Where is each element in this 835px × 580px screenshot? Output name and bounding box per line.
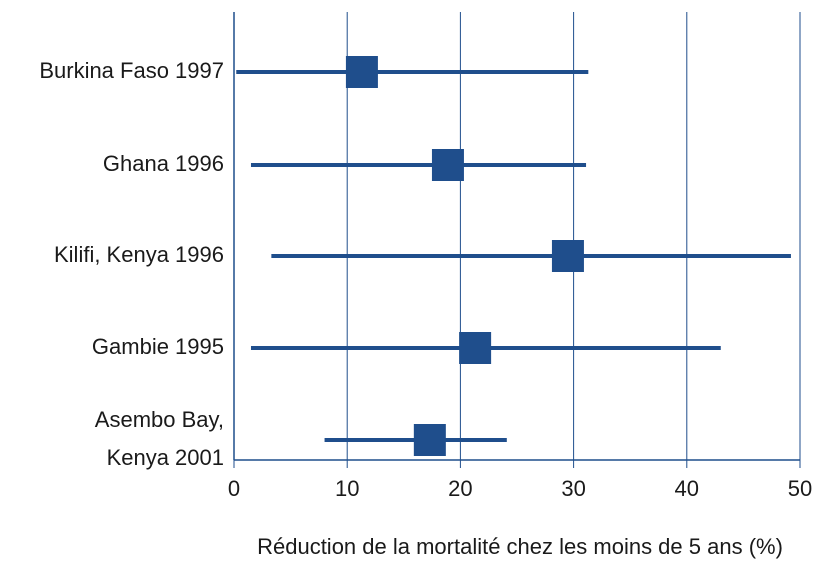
x-tick-label: 50 <box>788 476 812 501</box>
x-axis-label: Réduction de la mortalité chez les moins… <box>257 534 783 559</box>
y-tick-label: Kilifi, Kenya 1996 <box>54 242 224 267</box>
point-estimate <box>431 149 464 181</box>
point-estimate <box>459 332 492 364</box>
point-estimate <box>345 56 378 88</box>
x-tick-label: 10 <box>335 476 359 501</box>
y-tick-label: Burkina Faso 1997 <box>39 58 224 83</box>
y-tick-label: Asembo Bay, <box>95 407 224 432</box>
x-tick-label: 20 <box>448 476 472 501</box>
point-estimate <box>551 240 584 272</box>
x-tick-label: 40 <box>675 476 699 501</box>
x-tick-label: 30 <box>561 476 585 501</box>
y-tick-label: Ghana 1996 <box>103 151 224 176</box>
y-tick-label: Kenya 2001 <box>107 445 224 470</box>
y-tick-label: Gambie 1995 <box>92 334 224 359</box>
x-tick-label: 0 <box>228 476 240 501</box>
point-estimate <box>413 424 446 456</box>
